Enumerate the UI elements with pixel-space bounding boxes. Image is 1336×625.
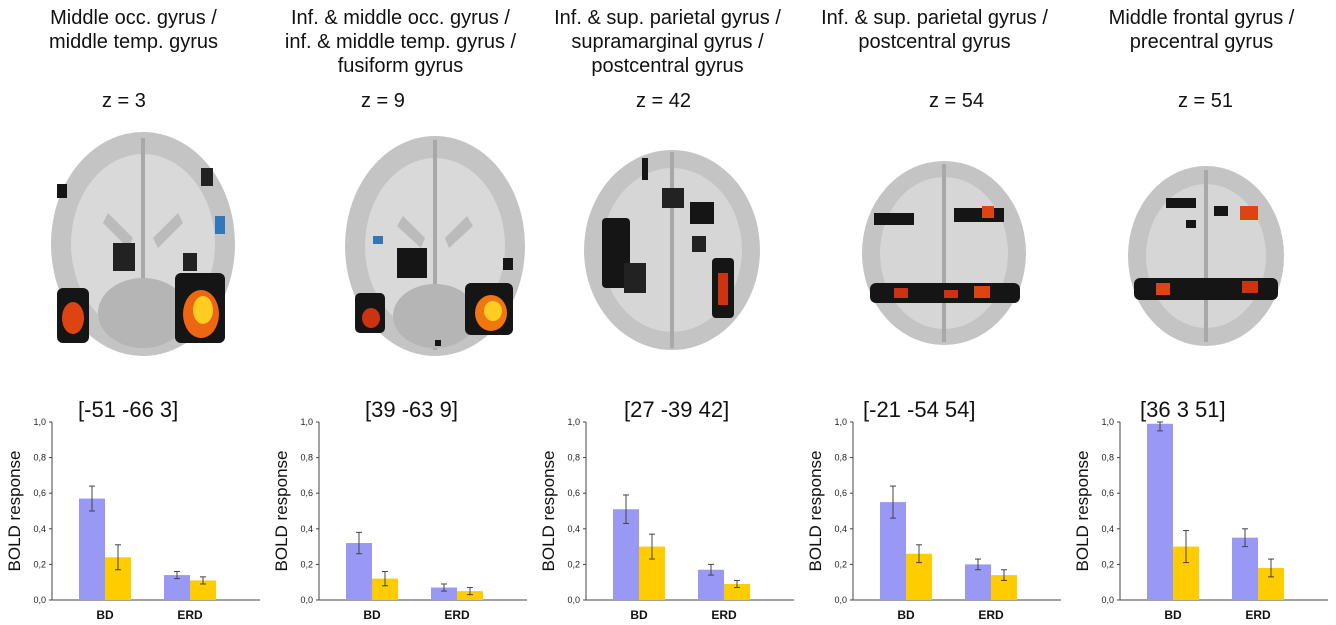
category-label: BD: [96, 608, 114, 622]
panel-1: Middle occ. gyrus / middle temp. gyrus z…: [0, 0, 267, 625]
y-axis-label: BOLD response: [539, 451, 558, 572]
y-tick-label: 0,8: [33, 453, 46, 463]
bold-response-bar-chart: BOLD response 0,0 0,2 0,4 0,6 0,8 1,0 BD ERD: [539, 417, 794, 622]
category-label: ERD: [1245, 608, 1271, 622]
y-tick-label: 0,6: [1101, 488, 1114, 498]
bar: [190, 580, 216, 600]
category-label: BD: [363, 608, 381, 622]
y-tick-label: 0,4: [567, 524, 580, 534]
region-title: Middle frontal gyrus / precentral gyrus: [1108, 7, 1295, 53]
y-axis-label: BOLD response: [1073, 451, 1092, 572]
panel-4: Inf. & sup. parietal gyrus / postcentral…: [801, 0, 1068, 625]
y-tick-label: 0,4: [33, 524, 46, 534]
bar: [372, 578, 398, 600]
category-label: ERD: [711, 608, 737, 622]
panel-5: Middle frontal gyrus / precentral gyrus …: [1068, 0, 1335, 625]
y-tick-label: 0,0: [567, 595, 580, 605]
y-tick-label: 0,8: [567, 453, 580, 463]
y-axis-label: BOLD response: [272, 451, 291, 572]
region-title: Inf. & sup. parietal gyrus / supramargin…: [554, 7, 781, 77]
axial-brain-slice-icon: [345, 136, 525, 356]
y-tick-label: 1,0: [300, 417, 313, 427]
y-tick-label: 0,2: [567, 559, 580, 569]
y-tick-label: 0,2: [1101, 559, 1114, 569]
bar: [457, 591, 483, 600]
slice-z-label: z = 51: [1178, 90, 1234, 112]
y-tick-label: 0,2: [33, 559, 46, 569]
y-tick-label: 0,8: [1101, 453, 1114, 463]
y-tick-label: 0,8: [300, 453, 313, 463]
axial-brain-slice-icon: [862, 161, 1026, 345]
y-tick-label: 1,0: [567, 417, 580, 427]
bar: [724, 583, 750, 600]
bold-response-bar-chart: BOLD response 0,0 0,2 0,4 0,6 0,8 1,0 BD ERD: [272, 417, 527, 622]
bar: [965, 564, 991, 600]
y-tick-label: 0,6: [300, 488, 313, 498]
bold-response-bar-chart: BOLD response 0,0 0,2 0,4 0,6 0,8 1,0 BD ERD: [5, 417, 260, 622]
y-tick-label: 0,0: [1101, 595, 1114, 605]
category-label: BD: [630, 608, 648, 622]
y-tick-label: 0,6: [33, 488, 46, 498]
category-label: ERD: [177, 608, 203, 622]
slice-z-label: z = 54: [929, 90, 985, 112]
peak-coordinates: [27 -39 42]: [624, 397, 730, 422]
category-label: ERD: [978, 608, 1004, 622]
y-axis-label: BOLD response: [5, 451, 24, 572]
peak-coordinates: [-21 -54 54]: [863, 397, 976, 422]
y-tick-label: 1,0: [1101, 417, 1114, 427]
slice-z-label: z = 42: [636, 90, 692, 112]
axial-brain-slice-icon: [584, 150, 760, 350]
y-tick-label: 0,4: [834, 524, 847, 534]
slice-z-label: z = 3: [102, 90, 146, 112]
category-label: BD: [897, 608, 915, 622]
y-tick-label: 0,0: [834, 595, 847, 605]
axial-brain-slice-icon: [51, 132, 235, 356]
y-tick-label: 0,0: [300, 595, 313, 605]
y-tick-label: 0,0: [33, 595, 46, 605]
region-title: Middle occ. gyrus / middle temp. gyrus: [49, 7, 218, 53]
bar: [79, 498, 105, 600]
panel-3: Inf. & sup. parietal gyrus / supramargin…: [534, 0, 801, 625]
bold-response-bar-chart: BOLD response 0,0 0,2 0,4 0,6 0,8 1,0 BD ERD: [806, 417, 1061, 622]
panel-2: Inf. & middle occ. gyrus / inf. & middle…: [267, 0, 534, 625]
peak-coordinates: [-51 -66 3]: [78, 397, 179, 422]
y-tick-label: 0,8: [834, 453, 847, 463]
y-tick-label: 0,2: [834, 559, 847, 569]
bar: [613, 509, 639, 600]
bar: [431, 587, 457, 600]
y-tick-label: 0,4: [300, 524, 313, 534]
bar: [1232, 537, 1258, 600]
region-title: Inf. & sup. parietal gyrus / postcentral…: [821, 7, 1048, 53]
bar: [164, 575, 190, 600]
y-axis-label: BOLD response: [806, 451, 825, 572]
y-tick-label: 0,2: [300, 559, 313, 569]
y-tick-label: 1,0: [33, 417, 46, 427]
peak-coordinates: [36 3 51]: [1140, 397, 1226, 422]
axial-brain-slice-icon: [1128, 166, 1284, 346]
region-title: Inf. & middle occ. gyrus / inf. & middle…: [284, 7, 517, 77]
bold-response-bar-chart: BOLD response 0,0 0,2 0,4 0,6 0,8 1,0 BD ERD: [1073, 417, 1328, 622]
y-tick-label: 0,4: [1101, 524, 1114, 534]
peak-coordinates: [39 -63 9]: [365, 397, 458, 422]
y-tick-label: 1,0: [834, 417, 847, 427]
category-label: BD: [1164, 608, 1182, 622]
category-label: ERD: [444, 608, 470, 622]
y-tick-label: 0,6: [834, 488, 847, 498]
slice-z-label: z = 9: [361, 90, 405, 112]
y-tick-label: 0,6: [567, 488, 580, 498]
bar: [1147, 423, 1173, 600]
